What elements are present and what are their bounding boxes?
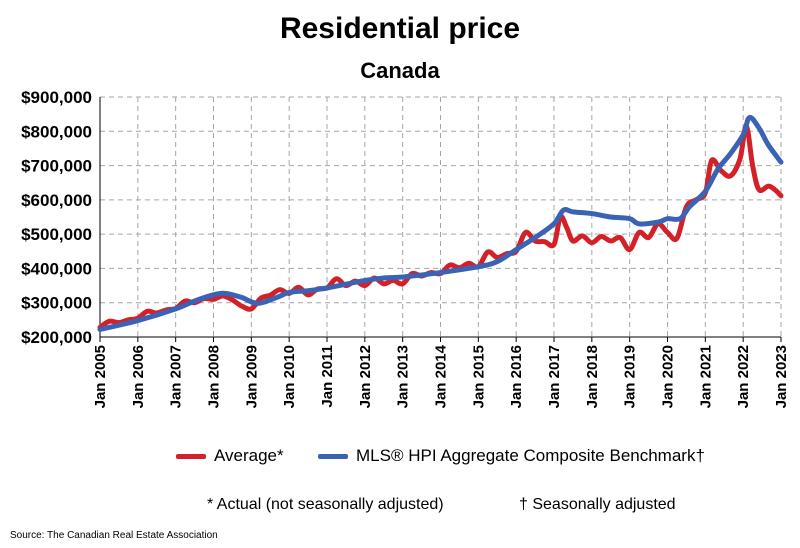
x-tick-label: Jan 2015 xyxy=(470,345,487,408)
footnote-seasonal: † Seasonally adjusted xyxy=(519,496,676,513)
x-tick-label: Jan 2017 xyxy=(546,345,563,408)
y-tick-label: $300,000 xyxy=(21,294,92,313)
footnote-actual: * Actual (not seasonally adjusted) xyxy=(207,496,444,513)
x-tick-label: Jan 2018 xyxy=(584,345,601,408)
y-tick-label: $200,000 xyxy=(21,328,92,347)
series-line-average xyxy=(97,123,784,330)
series-line-hpi xyxy=(97,115,784,332)
x-tick-label: Jan 2013 xyxy=(395,345,412,408)
x-tick-label: Jan 2009 xyxy=(243,345,260,408)
x-tick-label: Jan 2019 xyxy=(622,345,639,408)
x-tick-label: Jan 2006 xyxy=(130,345,147,408)
x-tick-label: Jan 2007 xyxy=(168,345,185,408)
legend-item-average: Average* xyxy=(176,446,284,466)
x-tick-label: Jan 2008 xyxy=(206,345,223,408)
y-tick-label: $500,000 xyxy=(21,225,92,244)
x-tick-label: Jan 2014 xyxy=(433,344,450,408)
y-tick-label: $700,000 xyxy=(21,157,92,176)
y-tick-label: $600,000 xyxy=(21,191,92,210)
x-tick-label: Jan 2010 xyxy=(281,345,298,408)
y-tick-label: $900,000 xyxy=(21,88,92,107)
chart-subtitle: Canada xyxy=(360,58,440,83)
legend-item-hpi: MLS® HPI Aggregate Composite Benchmark† xyxy=(318,446,705,466)
legend-swatch-average xyxy=(176,453,206,459)
legend: Average* MLS® HPI Aggregate Composite Be… xyxy=(0,446,800,472)
y-tick-label: $800,000 xyxy=(21,122,92,141)
x-tick-label: Jan 2021 xyxy=(697,345,714,408)
x-tick-label: Jan 2005 xyxy=(92,345,109,408)
y-tick-label: $400,000 xyxy=(21,259,92,278)
x-tick-label: Jan 2011 xyxy=(319,345,336,408)
legend-label-hpi: MLS® HPI Aggregate Composite Benchmark† xyxy=(356,446,705,465)
chart-title: Residential price xyxy=(279,12,521,45)
x-tick-label: Jan 2012 xyxy=(357,345,374,408)
x-tick-label: Jan 2022 xyxy=(735,345,752,408)
x-tick-label: Jan 2023 xyxy=(773,345,790,408)
x-tick-label: Jan 2020 xyxy=(660,345,677,408)
source-note: Source: The Canadian Real Estate Associa… xyxy=(10,530,218,541)
legend-swatch-hpi xyxy=(318,453,348,459)
x-tick-label: Jan 2016 xyxy=(508,345,525,408)
legend-label-average: Average* xyxy=(214,446,284,465)
